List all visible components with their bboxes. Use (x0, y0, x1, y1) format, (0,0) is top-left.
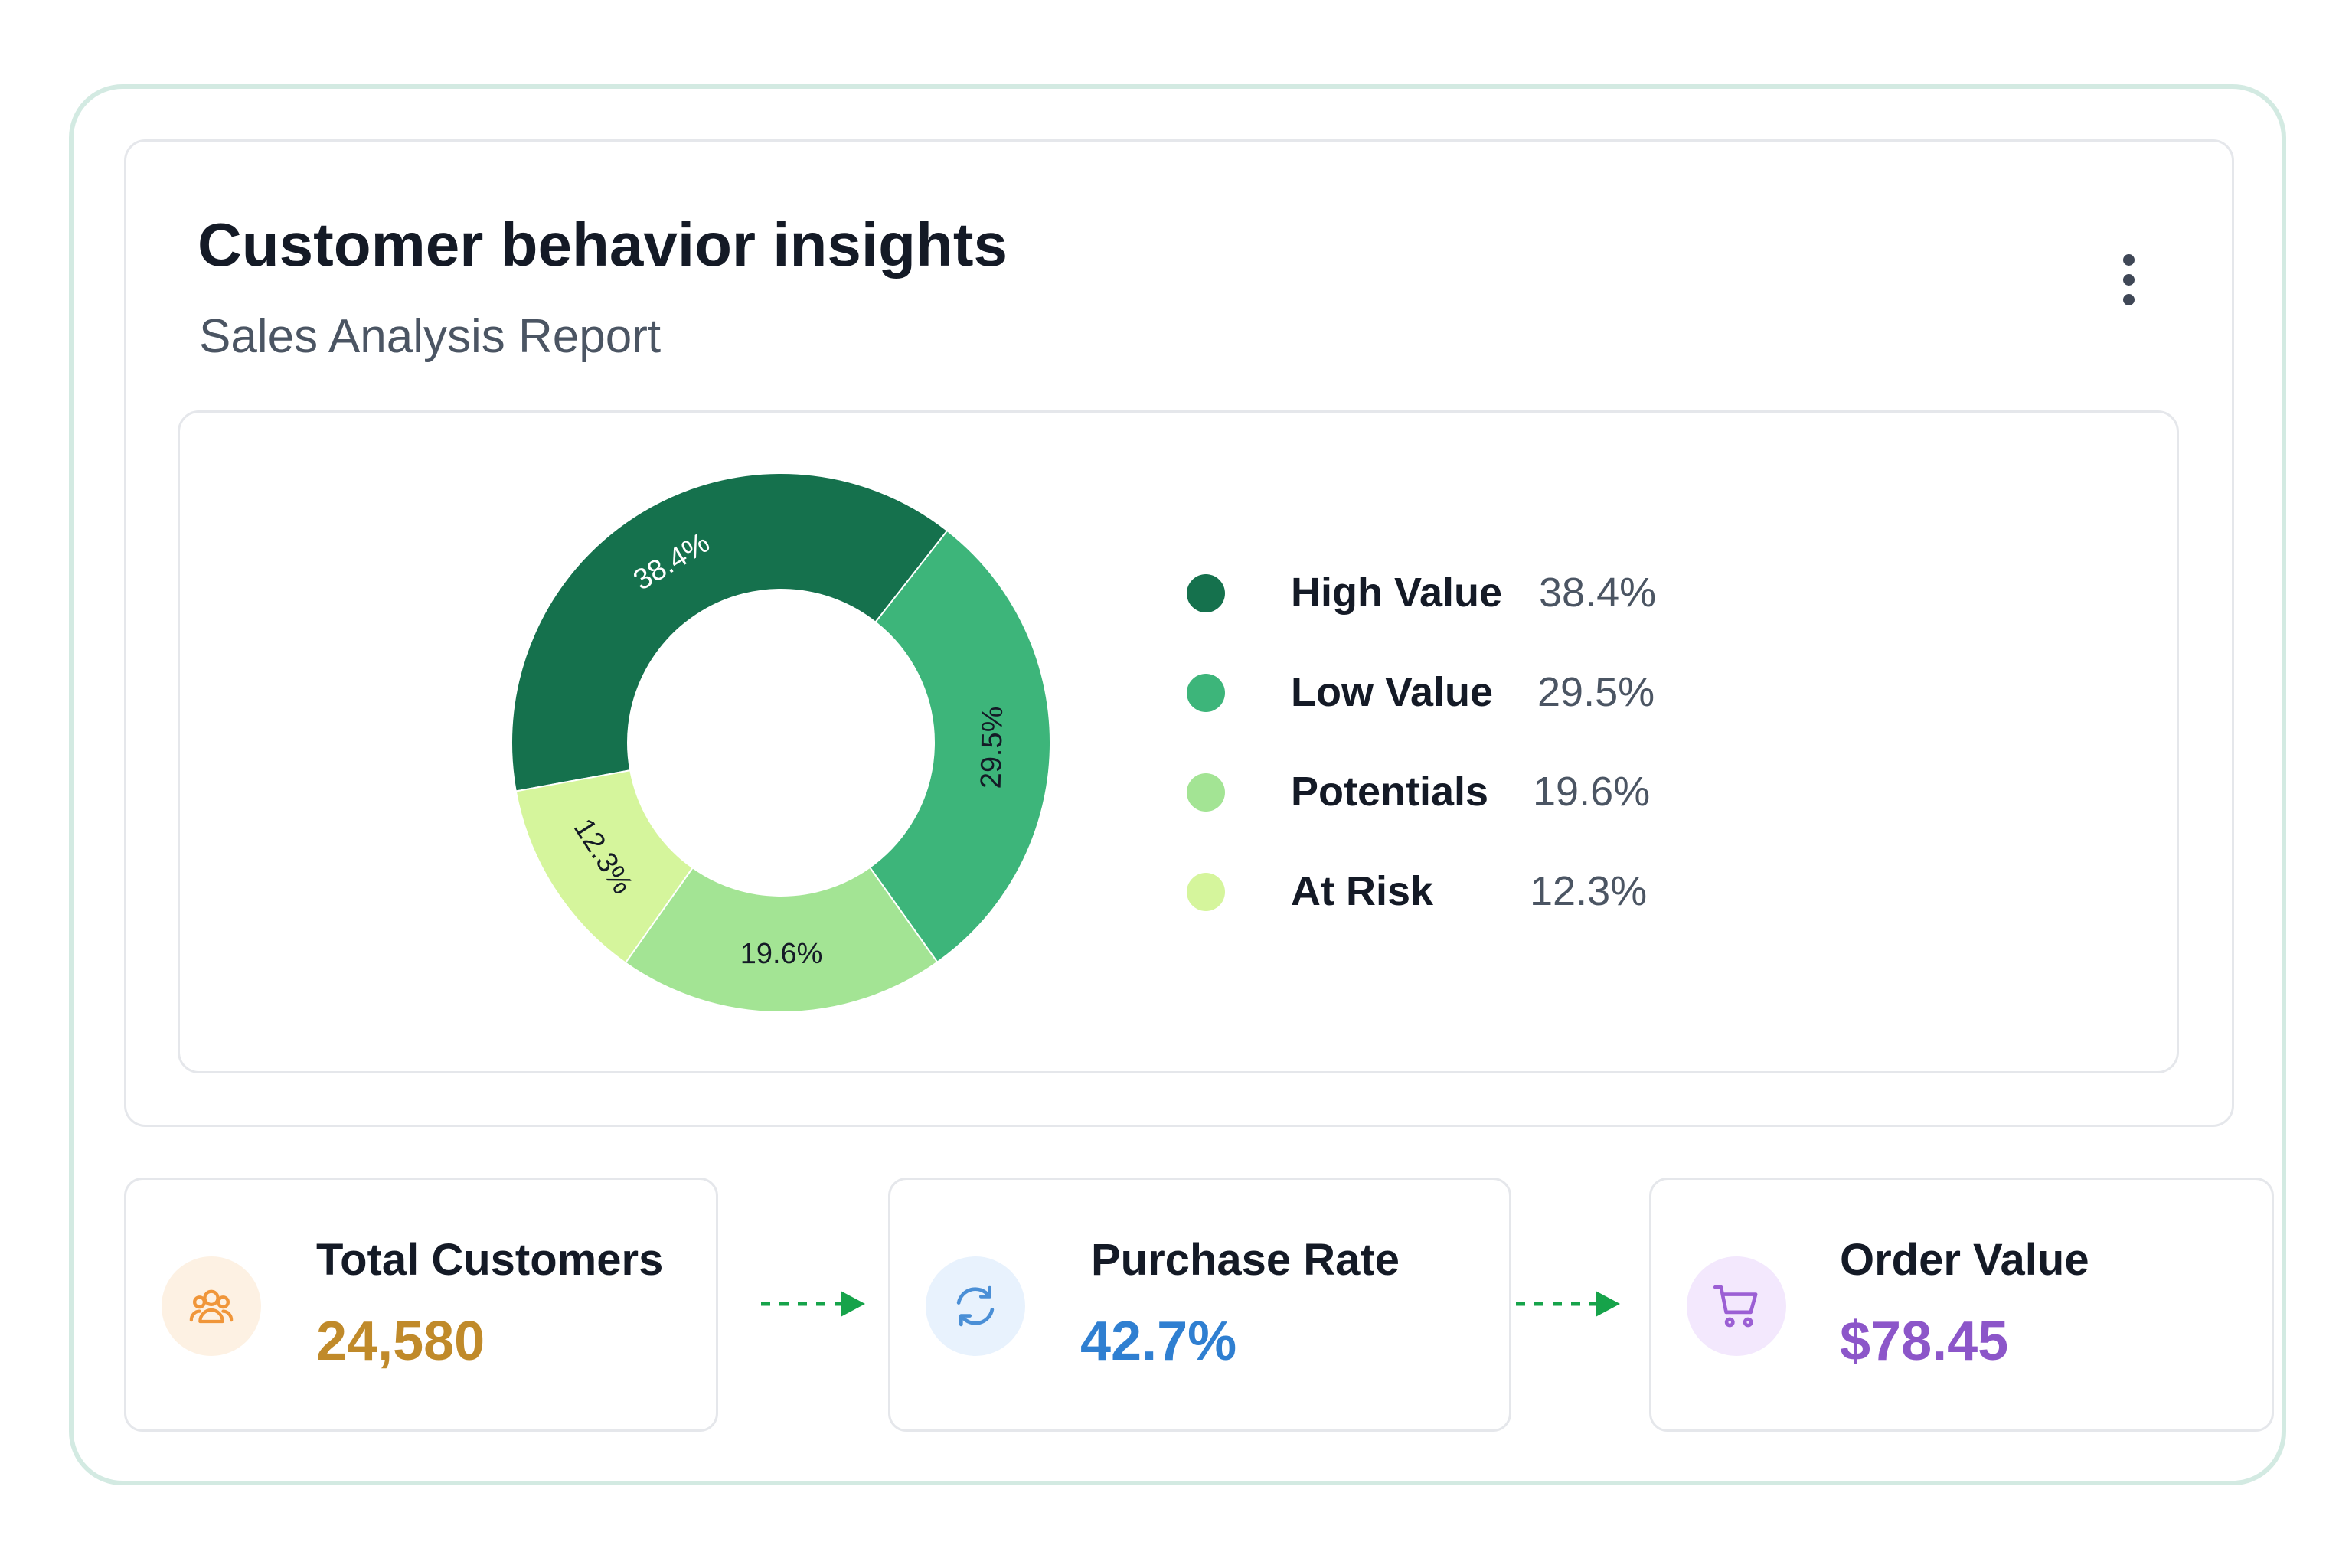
legend-swatch (1187, 574, 1225, 612)
legend-value: 12.3% (1530, 868, 1648, 914)
donut-data-label: 29.5% (975, 706, 1009, 789)
metric-icon-wrap (926, 1256, 1025, 1356)
more-options-button[interactable] (2098, 241, 2159, 318)
donut-slice-high-value (511, 472, 949, 792)
legend-item: High Value 38.4% (1187, 553, 1723, 652)
legend-value: 29.5% (1537, 669, 1655, 715)
donut-slice-at-risk (514, 769, 694, 964)
legend-item: Potentials 19.6% (1187, 752, 1723, 851)
more-vertical-icon-dot (2122, 273, 2135, 286)
card-subtitle: Sales Analysis Report (199, 310, 662, 363)
metric-value: 24,580 (316, 1311, 485, 1372)
donut-slice-potentials (624, 866, 939, 1013)
legend-label: Low Value (1291, 669, 1494, 715)
card-title: Customer behavior insights (198, 211, 1008, 279)
refresh-icon (956, 1285, 995, 1327)
legend-swatch (1187, 873, 1225, 911)
legend-swatch (1187, 674, 1225, 712)
shopping-cart-icon (1713, 1285, 1758, 1328)
legend-item: Low Value 29.5% (1187, 652, 1723, 752)
legend-value: 38.4% (1539, 570, 1657, 616)
metric-card-total-customers: Total Customers 24,580 (124, 1178, 718, 1432)
legend-item: At Risk 12.3% (1187, 851, 1723, 951)
legend-label: At Risk (1291, 868, 1434, 914)
metric-card-order-value: Order Value $78.45 (1649, 1178, 2274, 1432)
flow-arrow-icon (761, 1291, 865, 1317)
legend-label: High Value (1291, 570, 1503, 616)
users-icon (189, 1289, 234, 1324)
metric-value: $78.45 (1840, 1311, 2009, 1372)
metric-label: Order Value (1840, 1235, 2089, 1285)
more-vertical-icon-dot (2122, 293, 2135, 305)
legend-value: 19.6% (1533, 769, 1651, 815)
chart-legend: High Value 38.4% Low Value 29.5% Potenti… (1187, 553, 1723, 951)
metric-value: 42.7% (1080, 1311, 1237, 1372)
legend-label: Potentials (1291, 769, 1489, 815)
metric-label: Purchase Rate (1091, 1235, 1400, 1285)
metric-card-purchase-rate: Purchase Rate 42.7% (888, 1178, 1511, 1432)
metric-icon-wrap (162, 1256, 261, 1356)
metric-icon-wrap (1687, 1256, 1786, 1356)
legend-swatch (1187, 773, 1225, 812)
donut-slice-low-value (868, 529, 1051, 964)
more-vertical-icon (2122, 253, 2135, 266)
donut-data-label: 19.6% (740, 938, 823, 970)
chart-panel (178, 410, 2179, 1073)
metric-label: Total Customers (316, 1235, 664, 1285)
flow-arrow-icon (1516, 1291, 1620, 1317)
donut-chart: 38.4%29.5%19.6%12.3% (511, 472, 1051, 1013)
